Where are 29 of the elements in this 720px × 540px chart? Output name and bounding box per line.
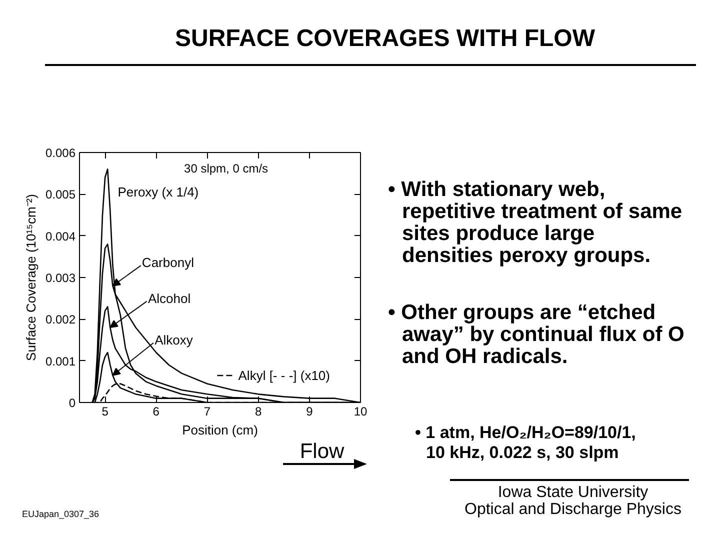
- y-tick-label: 0: [68, 396, 76, 410]
- text: Iowa State University: [496, 484, 650, 502]
- y-tick-label: 0.003: [45, 271, 76, 285]
- x-tick-label: 8: [254, 404, 262, 418]
- legend-label: Alkyl [- - -] (x10): [238, 368, 330, 383]
- text: • Other groups are “etched away” by continual flux of O and OH radicals.: [388, 301, 684, 368]
- series-label: Peroxy (x 1/4): [118, 184, 199, 200]
- annotation: 30 slpm, 0 cm/s: [184, 162, 268, 176]
- y-tick-label: 0.005: [45, 188, 76, 202]
- chart-title: SURFACE COVERAGES WITH FLOW: [174, 25, 596, 53]
- x-tick-label: 6: [152, 404, 160, 418]
- text: Flow: [298, 440, 346, 464]
- y-tick-label: 0.001: [45, 354, 76, 368]
- text: Alcohol: [148, 290, 191, 306]
- y-tick-label: 0.004: [45, 229, 76, 244]
- x-tick-label: 5: [102, 404, 109, 418]
- text: Optical and Discharge Physics: [464, 501, 682, 519]
- text: • With stationary web, repetitive treatment of same sites produce large densities peroxy groups.: [388, 178, 682, 267]
- text: • 1 atm, He/O₂/H₂O=89/10/1, 10 kHz, 0.022 s, 30 slpm: [415, 423, 636, 463]
- text: Carbonyl: [142, 255, 194, 270]
- x-tick-label: 10: [354, 404, 368, 418]
- y-tick-label: 0.006: [45, 146, 76, 160]
- text: EUJapan_0307_36: [22, 508, 100, 520]
- text: Alkoxy: [154, 332, 194, 348]
- y-tick-label: 0.002: [45, 312, 76, 327]
- x-tick-label: 7: [204, 404, 211, 418]
- x-axis-title: Position (cm): [182, 422, 258, 438]
- x-tick-label: 9: [306, 404, 314, 418]
- y-axis-title: Surface Coverage (10¹⁵cm⁻²): [23, 194, 38, 361]
